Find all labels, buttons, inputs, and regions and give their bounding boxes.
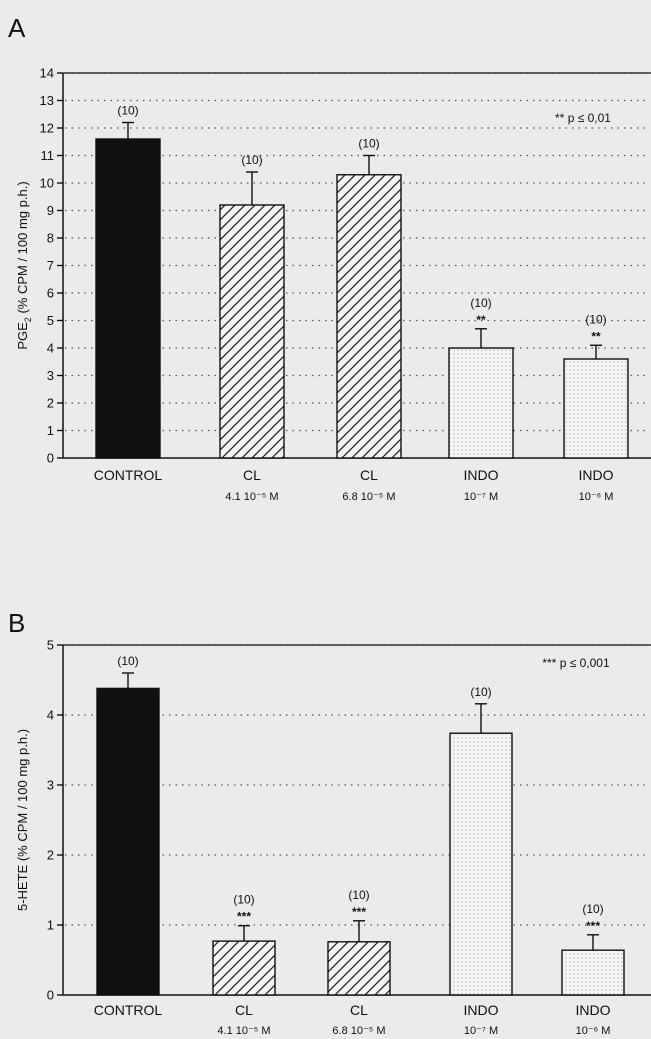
- bar: [563, 358, 629, 459]
- y-tick-label: 5: [47, 638, 54, 653]
- y-axis-label-rest: (% CPM / 100 mg p.h.): [15, 181, 30, 317]
- x-category-label: INDO: [464, 467, 499, 483]
- x-category-label: CL: [235, 1002, 253, 1018]
- x-category-label: INDO: [576, 1002, 611, 1018]
- y-tick-label: 0: [47, 451, 54, 466]
- x-category-sublabel: 6.8 10⁻⁵ M: [342, 491, 395, 503]
- y-axis-label-main: PGE: [15, 322, 30, 350]
- x-category-label: CL: [350, 1002, 368, 1018]
- significance-note: ** p ≤ 0,01: [555, 111, 611, 125]
- significance-stars: ***: [586, 919, 600, 933]
- y-tick-label: 3: [47, 368, 54, 383]
- y-axis-label-rest: (% CPM / 100 mg p.h.): [15, 729, 30, 865]
- bar: [448, 347, 514, 459]
- x-category-label: CONTROL: [94, 1002, 163, 1018]
- y-tick-label: 1: [47, 423, 54, 438]
- x-category-label: CONTROL: [94, 467, 163, 483]
- x-category-sublabel: 10⁻⁶ M: [579, 491, 614, 503]
- y-tick-label: 4: [47, 341, 54, 356]
- y-tick-label: 10: [40, 176, 54, 191]
- y-tick-label: 3: [47, 778, 54, 793]
- significance-stars: ***: [352, 905, 366, 919]
- n-label: (10): [470, 296, 491, 310]
- n-label: (10): [585, 312, 606, 326]
- x-category-sublabel: 4.1 10⁻⁵ M: [225, 491, 278, 503]
- n-label: (10): [358, 137, 379, 151]
- y-tick-label: 9: [47, 203, 54, 218]
- x-category-sublabel: 4.1 10⁻⁵ M: [217, 1025, 270, 1037]
- x-category-sublabel: 6.8 10⁻⁵ M: [332, 1025, 385, 1037]
- y-tick-label: 7: [47, 258, 54, 273]
- y-tick-label: 14: [40, 66, 54, 81]
- y-tick-label: 4: [47, 708, 54, 723]
- significance-stars: ***: [237, 910, 251, 924]
- bar: [96, 687, 160, 996]
- y-tick-label: 6: [47, 286, 54, 301]
- significance-note: *** p ≤ 0,001: [542, 656, 610, 670]
- y-tick-label: 2: [47, 848, 54, 863]
- y-tick-label: 2: [47, 396, 54, 411]
- x-category-label: INDO: [579, 467, 614, 483]
- significance-stars: **: [591, 329, 601, 343]
- x-category-sublabel: 10⁻⁷ M: [464, 1025, 498, 1037]
- y-tick-label: 8: [47, 231, 54, 246]
- y-tick-label: 12: [40, 121, 54, 136]
- y-tick-label: 13: [40, 93, 54, 108]
- y-axis-label: PGE2 (% CPM / 100 mg p.h.): [15, 181, 33, 349]
- n-label: (10): [348, 888, 369, 902]
- panel-letter: B: [8, 608, 25, 638]
- bar: [95, 138, 161, 459]
- y-axis-label-subscript: 2: [23, 317, 33, 322]
- significance-stars: **: [476, 313, 486, 327]
- y-axis-label-main: 5-HETE: [15, 864, 30, 911]
- bar: [449, 732, 513, 996]
- n-label: (10): [582, 902, 603, 916]
- y-tick-label: 11: [41, 148, 55, 163]
- y-axis-label: 5-HETE (% CPM / 100 mg p.h.): [15, 729, 30, 911]
- x-category-sublabel: 10⁻⁷ M: [464, 491, 498, 503]
- bar: [336, 174, 402, 459]
- x-category-label: CL: [243, 467, 261, 483]
- x-category-label: CL: [360, 467, 378, 483]
- x-category-sublabel: 10⁻⁶ M: [576, 1025, 611, 1037]
- bar: [327, 941, 391, 996]
- n-label: (10): [117, 654, 138, 668]
- y-tick-label: 0: [47, 988, 54, 1003]
- y-tick-label: 1: [47, 918, 54, 933]
- n-label: (10): [241, 153, 262, 167]
- bar: [219, 204, 285, 459]
- x-category-label: INDO: [464, 1002, 499, 1018]
- n-label: (10): [117, 104, 138, 118]
- panel-letter: A: [8, 13, 26, 43]
- bar: [212, 940, 276, 996]
- bar: [561, 949, 625, 996]
- n-label: (10): [470, 685, 491, 699]
- n-label: (10): [233, 893, 254, 907]
- y-tick-label: 5: [47, 313, 54, 328]
